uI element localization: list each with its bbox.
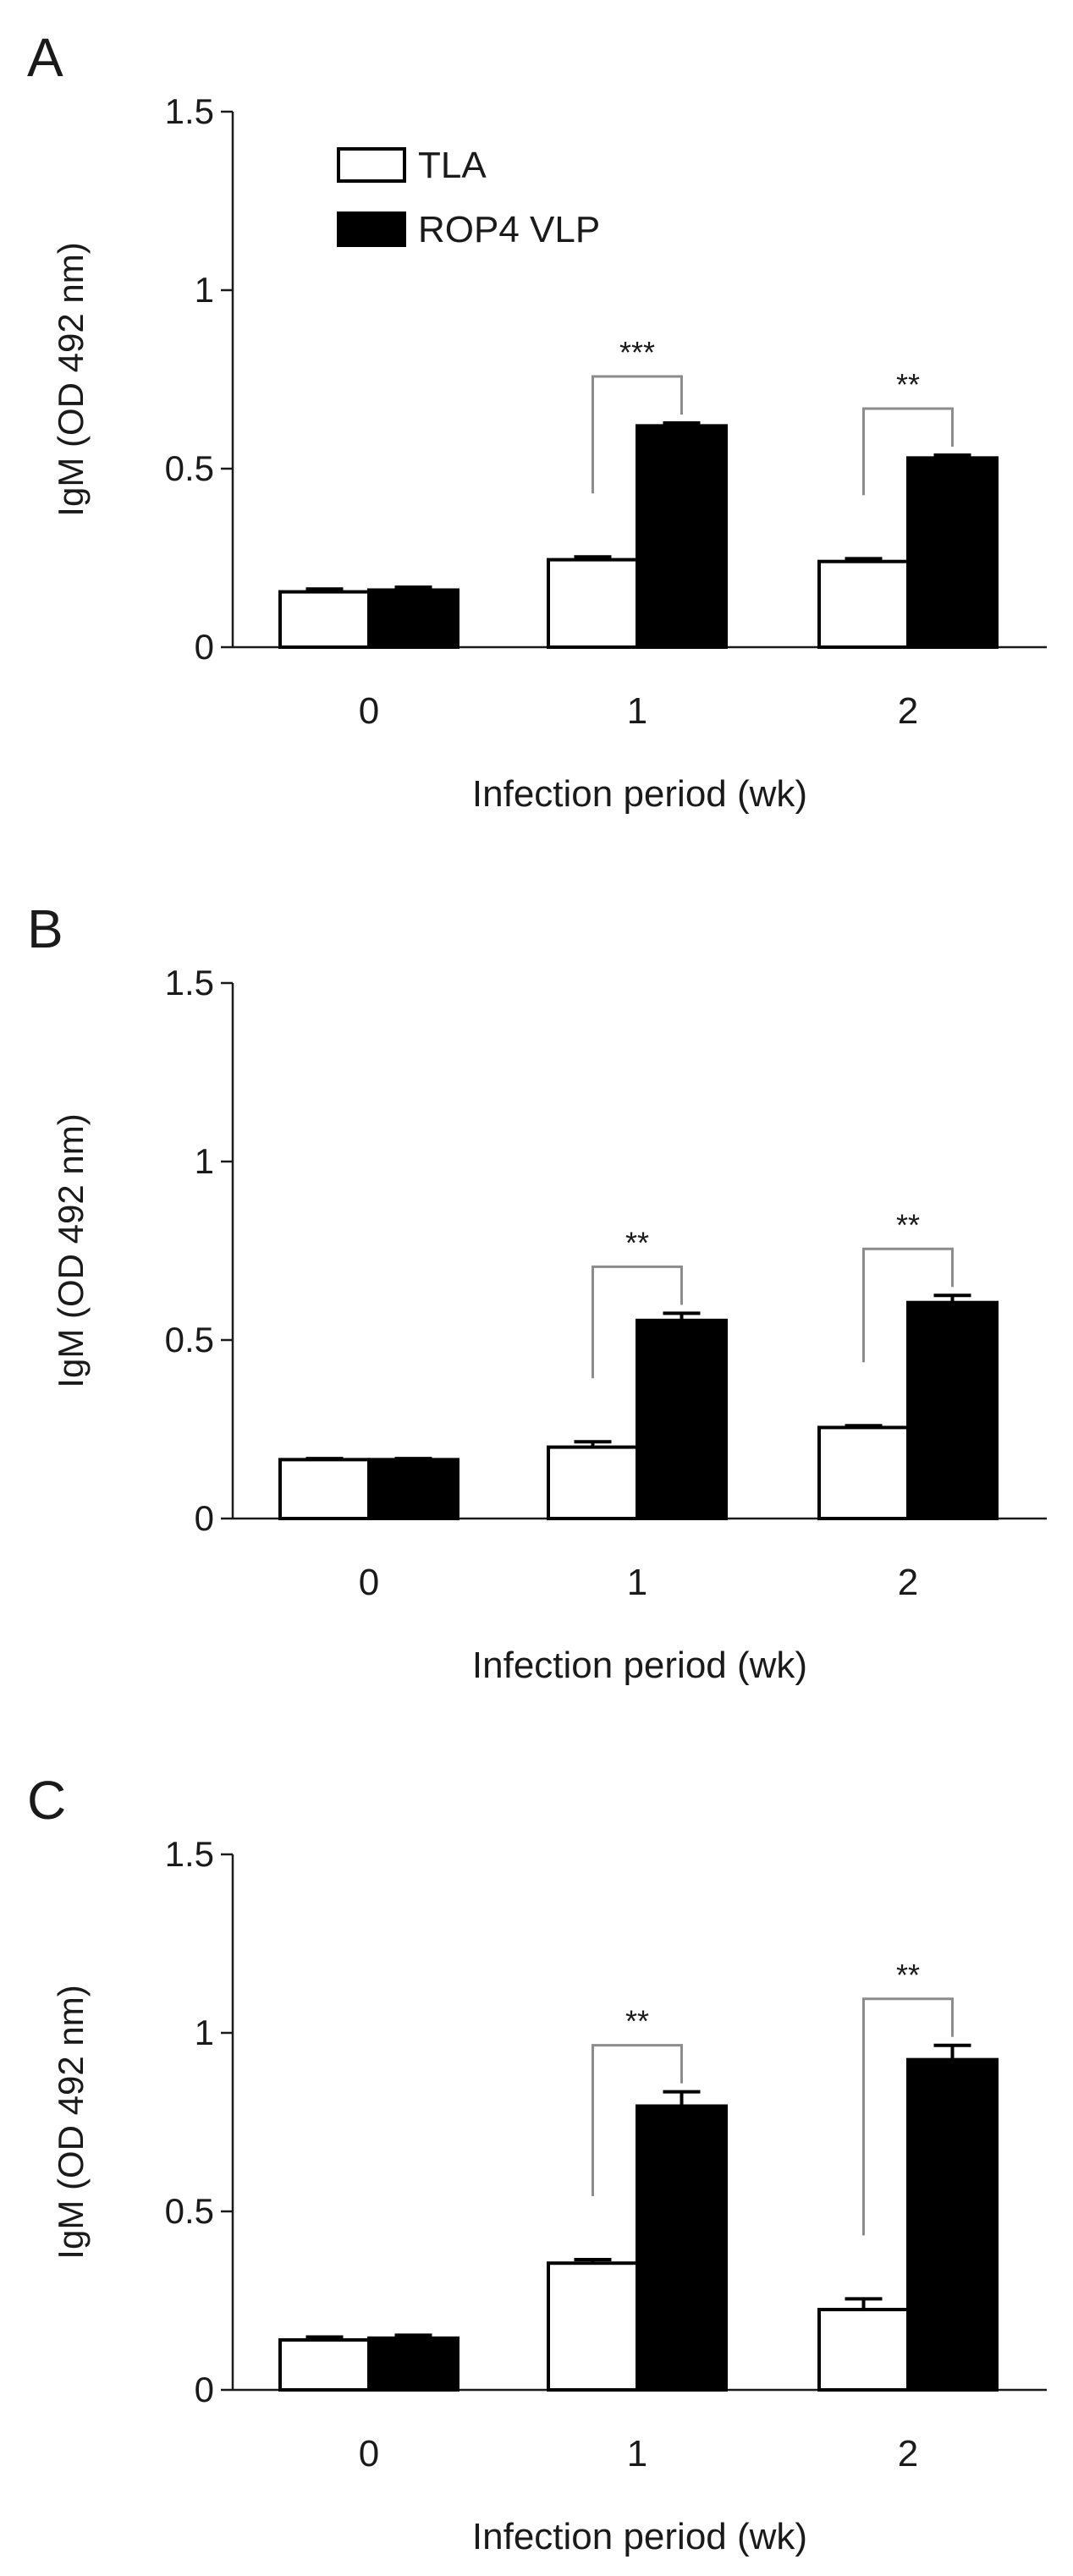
significance-bracket [592,1265,683,1379]
chart-panel-a: A 0 0.5 1 1.5 IgM (OD 492 nm) 0 1 2 Infection per… [27,27,1047,815]
significance-label: *** [619,335,655,370]
y-tick-label: 0 [195,627,214,667]
bar [278,2337,371,2392]
legend-swatch-tla [337,147,406,183]
significance-bracket [862,407,954,496]
chart-panel-c: C 0 0.5 1 1.5 IgM (OD 492 nm) 0 1 2 Infection per… [27,1770,1047,2557]
bar [367,2336,459,2392]
bar [817,1425,910,1521]
y-tick-label: 1.5 [165,963,214,1002]
significance-label: ** [896,1958,920,1992]
significance-bracket [592,375,683,494]
x-tick-label: 0 [359,2433,379,2474]
x-tick-label: 0 [359,1562,379,1603]
legend-swatch-rop4-vlp [337,211,406,247]
x-tick-label: 0 [359,690,379,732]
x-axis-label: Infection period (wk) [472,773,807,815]
bar [547,2261,639,2392]
bar [278,590,371,650]
bar [636,1318,728,1521]
significance-bracket [862,1997,954,2236]
y-tick-label: 1 [195,270,214,310]
significance-label: ** [896,1207,920,1242]
bar [906,456,999,650]
legend-label-tla: TLA [418,145,487,186]
bar [636,2104,728,2392]
chart-panel-b: B 0 0.5 1 1.5 IgM (OD 492 nm) 0 1 2 Infection per… [27,898,1047,1686]
bar [367,1458,459,1520]
y-axis-label: IgM (OD 492 nm) [51,242,91,516]
bar [906,2057,999,2392]
y-axis-label: IgM (OD 492 nm) [51,1985,91,2259]
y-tick-label: 0.5 [165,1320,214,1359]
panel-letter: B [27,898,63,959]
bar [367,588,459,649]
x-tick-label: 2 [898,690,918,732]
x-tick-label: 1 [627,2433,647,2474]
x-tick-label: 1 [627,690,647,732]
y-tick-label: 0 [195,2370,214,2409]
x-axis-label: Infection period (wk) [472,2516,807,2557]
y-tick-label: 0.5 [165,2191,214,2231]
y-tick-label: 1.5 [165,1834,214,1874]
bar [817,2308,910,2392]
x-axis-label: Infection period (wk) [472,1645,807,1686]
panel-letter: A [27,27,63,88]
y-axis-label: IgM (OD 492 nm) [51,1113,91,1387]
significance-label: ** [625,1225,649,1260]
x-tick-label: 2 [898,2433,918,2474]
bar [817,559,910,649]
bar [636,424,728,649]
bar [906,1300,999,1520]
panel-letter: C [27,1770,66,1831]
x-tick-label: 1 [627,1562,647,1603]
x-tick-label: 2 [898,1562,918,1603]
y-tick-label: 1 [195,1141,214,1181]
y-tick-label: 0 [195,1498,214,1538]
bar [547,557,639,649]
y-tick-label: 1 [195,2013,214,2052]
bar [547,1445,639,1520]
significance-label: ** [896,367,920,402]
y-tick-label: 0.5 [165,448,214,488]
significance-bracket [592,2044,683,2196]
legend-label-rop4-vlp: ROP4 VLP [418,209,600,250]
significance-label: ** [625,2004,649,2039]
bar [278,1458,371,1520]
significance-bracket [862,1247,954,1363]
y-tick-label: 1.5 [165,91,214,131]
